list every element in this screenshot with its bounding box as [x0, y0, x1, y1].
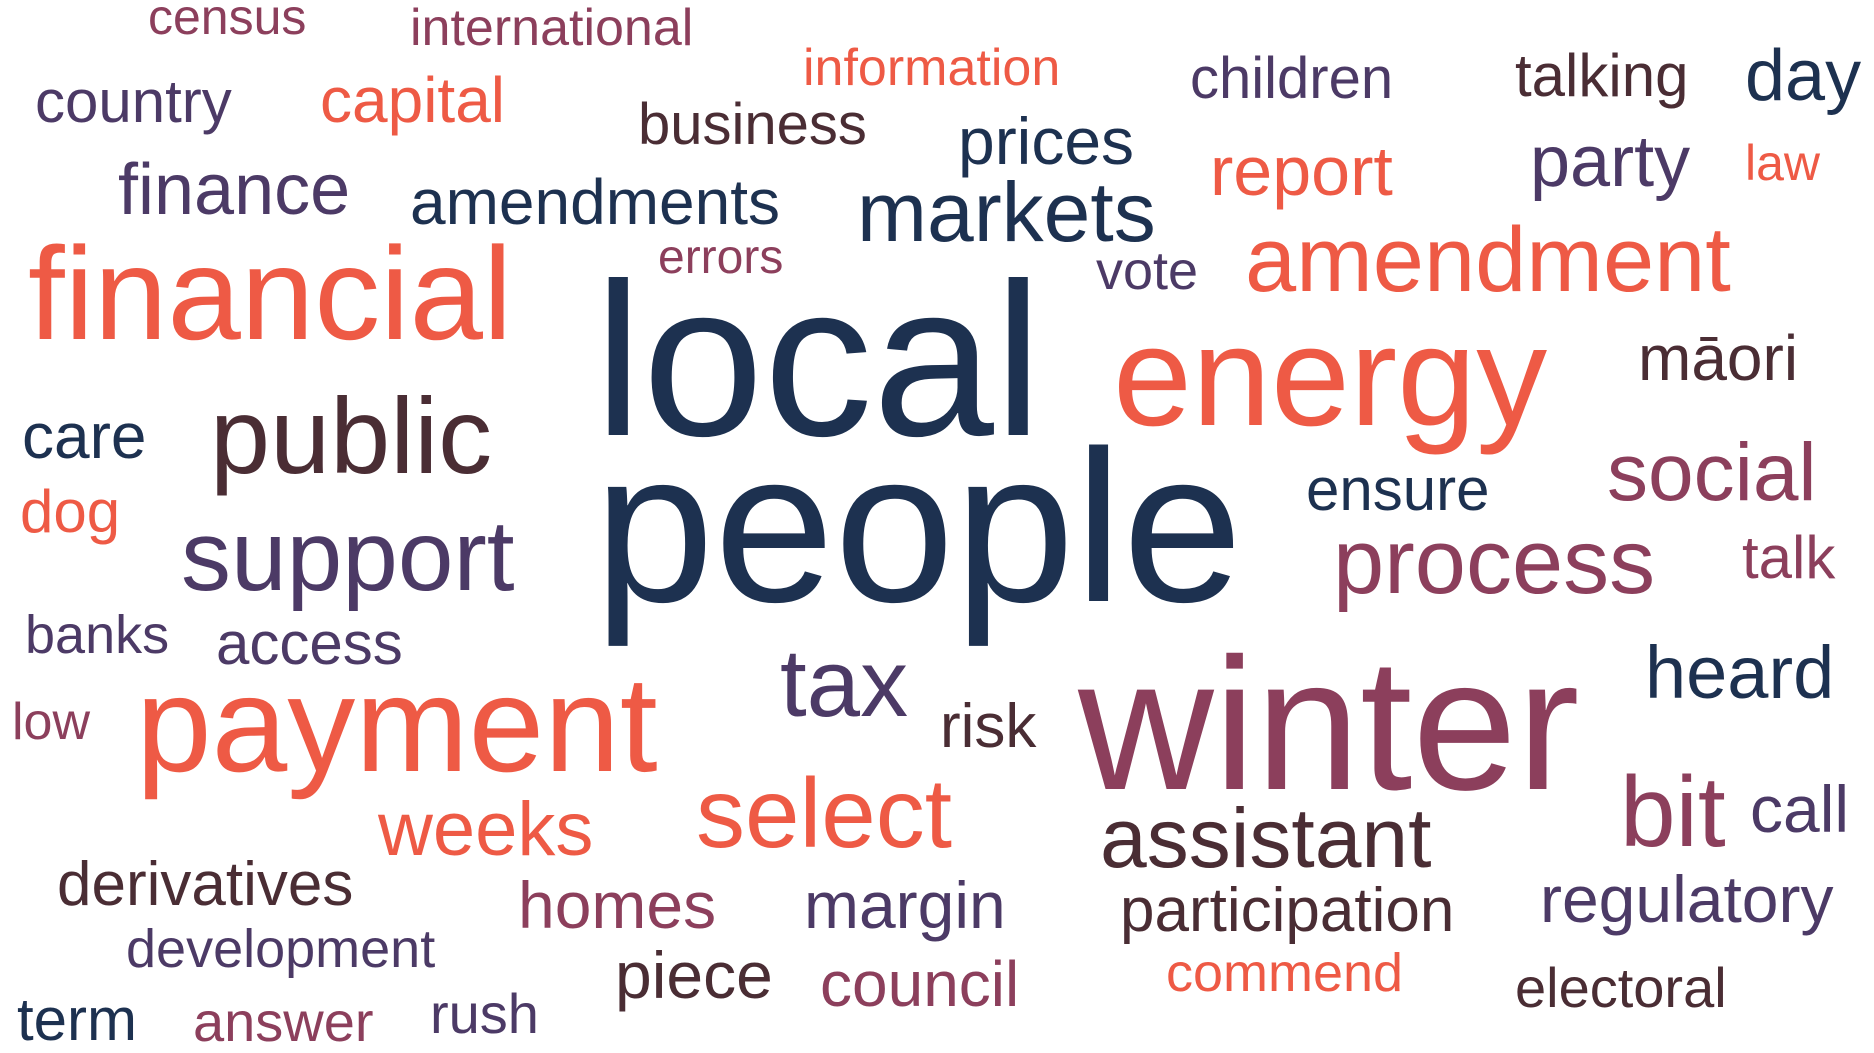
- word-ensure: ensure: [1306, 456, 1490, 523]
- word-heard: heard: [1645, 631, 1835, 714]
- word-commend: commend: [1166, 943, 1404, 1003]
- word-report: report: [1210, 132, 1393, 210]
- word-financial: financial: [28, 220, 513, 367]
- word-vote: vote: [1096, 241, 1199, 301]
- word-rush: rush: [430, 982, 539, 1045]
- word-bit: bit: [1620, 756, 1726, 868]
- word-payment: payment: [136, 648, 658, 800]
- word-support: support: [181, 500, 515, 612]
- word-markets: markets: [857, 165, 1156, 259]
- word-dog: dog: [20, 478, 121, 545]
- word-tax: tax: [780, 630, 909, 737]
- word-prices: prices: [958, 104, 1135, 178]
- word-finance: finance: [118, 150, 351, 230]
- word-party: party: [1530, 122, 1691, 202]
- word-amendment: amendment: [1245, 209, 1731, 311]
- word-margin: margin: [804, 868, 1006, 942]
- word-derivatives: derivatives: [57, 850, 354, 919]
- word-process: process: [1333, 511, 1656, 613]
- word-census: census: [148, 0, 307, 45]
- word-day: day: [1745, 36, 1862, 116]
- word-energy: energy: [1113, 297, 1548, 456]
- word-business: business: [638, 92, 867, 157]
- word-care: care: [22, 400, 147, 472]
- word-assistant: assistant: [1100, 791, 1432, 885]
- word-international: international: [410, 0, 694, 57]
- word-capital: capital: [320, 64, 505, 136]
- word-law: law: [1745, 135, 1821, 191]
- word-answer: answer: [193, 990, 374, 1053]
- word-homes: homes: [518, 868, 717, 942]
- word-maori: māori: [1638, 322, 1799, 394]
- word-development: development: [126, 919, 436, 979]
- word-banks: banks: [25, 605, 170, 665]
- word-call: call: [1750, 772, 1850, 846]
- word-select: select: [696, 758, 953, 868]
- word-local: local: [594, 239, 1043, 482]
- word-regulatory: regulatory: [1540, 862, 1834, 936]
- word-talking: talking: [1515, 42, 1689, 109]
- word-participation: participation: [1120, 876, 1455, 945]
- word-people: people: [594, 405, 1243, 647]
- word-risk: risk: [940, 692, 1037, 761]
- word-winter: winter: [1078, 619, 1580, 829]
- word-children: children: [1190, 46, 1394, 111]
- word-weeks: weeks: [378, 787, 594, 872]
- word-country: country: [35, 68, 232, 135]
- word-council: council: [820, 948, 1020, 1020]
- word-information: information: [803, 39, 1061, 97]
- word-social: social: [1607, 427, 1817, 518]
- word-term: term: [17, 986, 137, 1053]
- word-public: public: [210, 375, 493, 496]
- word-errors: errors: [658, 231, 784, 284]
- word-access: access: [216, 610, 403, 677]
- word-amendments: amendments: [410, 166, 780, 238]
- word-piece: piece: [615, 938, 773, 1012]
- word-electoral: electoral: [1515, 956, 1727, 1019]
- word-low: low: [12, 693, 91, 751]
- word-talk: talk: [1742, 524, 1836, 591]
